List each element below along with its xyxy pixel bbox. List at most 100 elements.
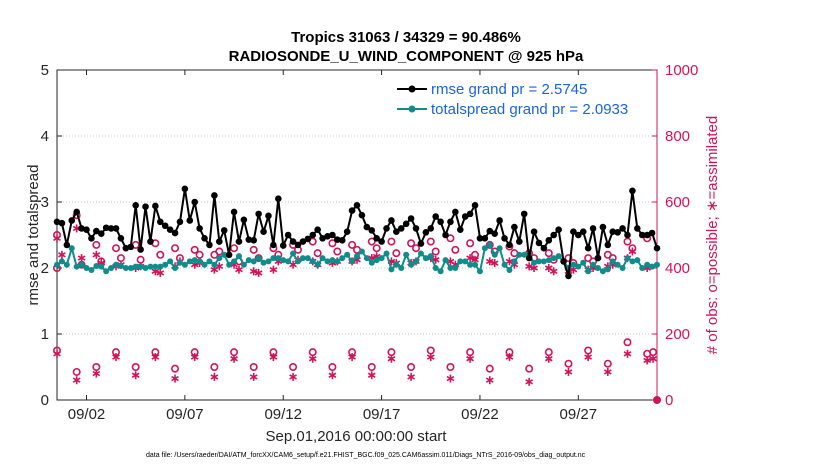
- y2-tick-label: 400: [665, 260, 690, 277]
- rmse-point: [142, 203, 149, 210]
- totalspread-point: [383, 250, 390, 257]
- obs-possible-marker: [367, 362, 376, 371]
- obs-assimilated-marker: [649, 354, 657, 363]
- rmse-point: [407, 215, 415, 222]
- rmse-point: [456, 226, 464, 234]
- rmse-point: [481, 235, 489, 242]
- totalspread-point: [127, 265, 134, 271]
- rmse-point: [334, 236, 341, 243]
- totalspread-point: [398, 265, 405, 271]
- totalspread-point: [186, 258, 193, 265]
- totalspread-point: [294, 258, 301, 265]
- y2-tick-label: 200: [665, 326, 690, 343]
- totalspread-point: [403, 251, 410, 258]
- rmse-point: [220, 227, 228, 234]
- totalspread-point: [117, 263, 124, 270]
- rmse-point: [560, 258, 567, 265]
- obs-possible-marker: [451, 245, 460, 254]
- obs-possible-marker: [525, 364, 534, 373]
- obs-possible-marker: [372, 244, 381, 253]
- totalspread-point: [363, 255, 370, 262]
- obs-assimilated-marker: [367, 371, 376, 380]
- totalspread-point: [604, 266, 611, 273]
- rmse-point: [520, 210, 528, 218]
- rmse-point: [196, 225, 203, 232]
- rmse-point: [63, 241, 71, 249]
- rmse-point: [284, 231, 292, 239]
- rmse-point: [624, 231, 631, 239]
- rmse-point: [299, 238, 307, 245]
- totalspread-point: [511, 258, 518, 265]
- totalspread-point: [221, 251, 228, 258]
- obs-possible-marker: [564, 359, 573, 368]
- rmse-point: [378, 238, 385, 245]
- chart-title: Tropics 31063 / 34329 = 90.486%: [291, 29, 521, 46]
- obs-possible-marker: [289, 362, 298, 371]
- totalspread-point: [231, 258, 238, 265]
- totalspread-point: [570, 261, 577, 268]
- rmse-point: [117, 235, 125, 242]
- totalspread-point: [427, 253, 434, 260]
- totalspread-point: [176, 259, 183, 266]
- obs-possible-marker: [544, 249, 553, 258]
- obs-assimilated-marker: [58, 250, 66, 259]
- obs-possible-marker: [254, 254, 263, 263]
- rmse-point: [545, 236, 553, 244]
- rmse-point: [515, 238, 523, 245]
- rmse-point: [442, 231, 449, 239]
- obs-assimilated-marker: [72, 376, 81, 385]
- totalspread-point: [270, 255, 277, 262]
- rmse-point: [270, 241, 277, 249]
- totalspread-point: [73, 263, 80, 270]
- obs-possible-marker: [156, 250, 165, 259]
- obs-assimilated-marker: [466, 354, 474, 363]
- rmse-point: [501, 235, 508, 242]
- totalspread-point: [590, 261, 597, 268]
- rmse-point: [152, 202, 159, 210]
- totalspread-point: [181, 261, 188, 268]
- obs-assimilated-marker: [348, 353, 356, 362]
- obs-possible-marker: [564, 254, 573, 263]
- totalspread-point: [521, 251, 528, 258]
- series-lines: [53, 185, 661, 280]
- totalspread-point: [211, 261, 218, 268]
- rmse-point: [471, 202, 479, 209]
- legend-spread-marker: [408, 105, 416, 113]
- obs-possible-marker: [131, 362, 140, 371]
- x-tick-label: 09/27: [560, 406, 598, 423]
- rmse-point: [629, 187, 636, 195]
- obs-possible-marker: [215, 247, 224, 256]
- rmse-point: [245, 236, 253, 243]
- obs-possible-marker: [190, 245, 199, 254]
- obs-assimilated-marker: [426, 353, 435, 362]
- obs-possible-marker: [328, 362, 337, 371]
- rmse-point: [265, 212, 272, 220]
- y-tick-label: 2: [41, 260, 49, 277]
- rmse-point: [466, 210, 474, 218]
- rmse-point: [348, 207, 356, 214]
- obs-assimilated-marker: [151, 353, 160, 362]
- obs-possible-marker: [623, 237, 632, 246]
- totalspread-point: [506, 266, 513, 273]
- x-tick-label: 09/07: [166, 406, 204, 423]
- rmse-point: [309, 231, 317, 239]
- obs-possible-marker: [249, 362, 258, 371]
- totalspread-point: [201, 261, 208, 268]
- obs-assimilated-marker: [53, 349, 61, 358]
- rmse-point: [417, 240, 425, 247]
- obs-assimilated-marker: [564, 367, 573, 376]
- totalspread-point: [501, 261, 508, 268]
- totalspread-point: [619, 265, 626, 271]
- obs-possible-marker: [426, 237, 435, 246]
- totalspread-point: [235, 253, 242, 260]
- totalspread-point: [260, 259, 267, 266]
- totalspread-point: [531, 259, 538, 266]
- rmse-point: [530, 228, 538, 235]
- totalspread-point: [654, 261, 660, 268]
- legend-rmse-label: rmse grand pr = 2.5745: [431, 81, 587, 98]
- totalspread-point: [162, 261, 169, 268]
- rmse-point: [93, 227, 100, 235]
- rmse-point: [599, 223, 607, 231]
- totalspread-point: [299, 255, 306, 262]
- rmse-point: [240, 216, 248, 224]
